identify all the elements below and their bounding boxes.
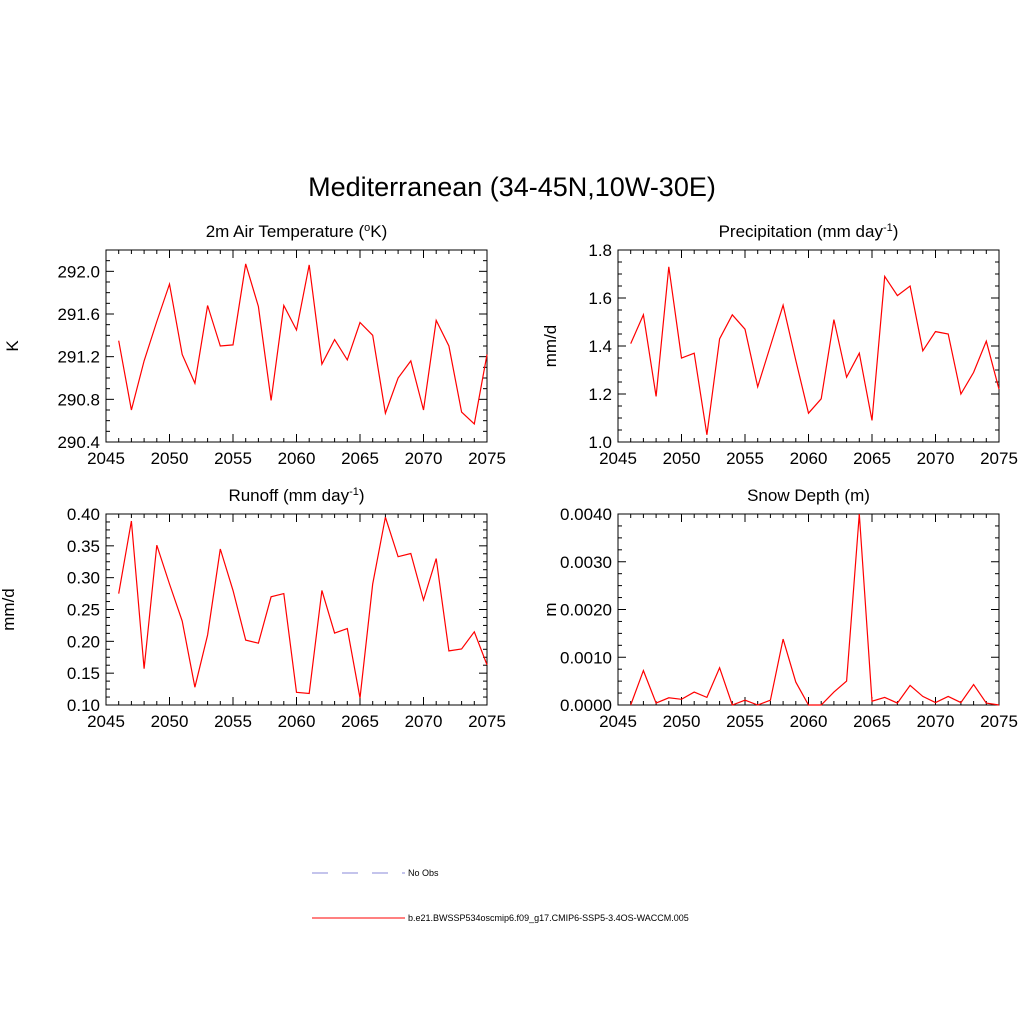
panel-precipitation: 2045 2050 2055 2060 2065 2070 2075 1.0 1.2 1.4 1.6… [541,222,1018,468]
series-line [118,263,488,426]
panel-snow-depth: 2045 2050 2055 2060 2065 2070 2075 0.0000 0.0010… [541,486,1018,731]
y-tick-label: 290.4 [57,433,100,452]
y-axis-label: m [541,602,560,616]
panel-runoff: 2045 2050 2055 2060 2065 2070 2075 0.10 0.15 0.20… [0,486,506,731]
x-tick-label: 2060 [278,449,316,468]
x-tick-label: 2065 [341,449,379,468]
x-tick-label: 2070 [917,449,955,468]
series-line [630,266,1000,435]
plot-frame [105,513,488,706]
x-tick-label: 2045 [87,712,125,731]
y-tick-label: 1.0 [588,433,612,452]
y-tick-label: 0.0030 [560,553,612,572]
y-axis-label: mm/d [541,325,560,368]
y-tick-label: 1.2 [588,385,612,404]
x-tick-label: 2070 [405,449,443,468]
x-tick-label: 2055 [214,712,252,731]
y-tick-label: 0.0000 [560,696,612,715]
x-tick-label: 2065 [341,712,379,731]
y-tick-label: 0.10 [67,696,100,715]
panel-title: Snow Depth (m) [747,486,870,505]
legend: No Obs b.e21.BWSSP534oscmip6.f09_g17.CMI… [312,868,689,923]
panel-title: Precipitation (mm day-1) [719,222,899,241]
y-tick-label: 290.8 [57,390,100,409]
y-tick-label: 1.4 [588,337,612,356]
x-tick-label: 2045 [599,712,637,731]
x-tick-label: 2050 [151,712,189,731]
x-tick-label: 2060 [790,449,828,468]
y-tick-label: 0.0040 [560,505,612,524]
x-tick-label: 2075 [468,449,506,468]
x-tick-label: 2055 [726,712,764,731]
y-axis-label: mm/d [0,588,18,631]
series-line [630,513,1000,706]
x-tick-label: 2060 [790,712,828,731]
y-tick-label: 0.15 [67,664,100,683]
figure-title: Mediterranean (34-45N,10W-30E) [308,172,716,202]
x-tick-label: 2060 [278,712,316,731]
x-tick-label: 2045 [87,449,125,468]
x-tick-label: 2055 [726,449,764,468]
y-tick-label: 291.2 [57,348,100,367]
x-tick-label: 2075 [980,449,1018,468]
y-tick-label: 0.40 [67,505,100,524]
y-tick-label: 0.0010 [560,648,612,667]
y-tick-label: 0.30 [67,569,100,588]
x-tick-label: 2050 [663,449,701,468]
series-line [118,517,488,699]
x-tick-label: 2075 [468,712,506,731]
y-tick-label: 0.20 [67,632,100,651]
panel-air-temperature: 2045 2050 2055 2060 2065 2070 2075 290.4 290.8 29… [3,222,506,468]
legend-label-no-obs: No Obs [408,868,439,878]
x-tick-label: 2070 [405,712,443,731]
legend-label-model: b.e21.BWSSP534oscmip6.f09_g17.CMIP6-SSP5… [408,913,689,923]
y-tick-label: 0.25 [67,601,100,620]
x-tick-label: 2045 [599,449,637,468]
y-tick-label: 291.6 [57,305,100,324]
panel-title: 2m Air Temperature (oK) [206,222,388,241]
panel-title: Runoff (mm day-1) [228,486,364,505]
x-tick-label: 2050 [151,449,189,468]
x-tick-label: 2065 [853,712,891,731]
plot-frame [617,513,1000,706]
x-tick-label: 2075 [980,712,1018,731]
y-tick-label: 0.0020 [560,601,612,620]
x-tick-label: 2065 [853,449,891,468]
plot-frame [105,249,488,443]
x-tick-label: 2050 [663,712,701,731]
y-tick-label: 1.8 [588,241,612,260]
y-tick-label: 0.35 [67,537,100,556]
x-tick-label: 2070 [917,712,955,731]
y-tick-label: 292.0 [57,262,100,281]
y-axis-label: K [3,340,22,352]
x-tick-label: 2055 [214,449,252,468]
y-tick-label: 1.6 [588,289,612,308]
